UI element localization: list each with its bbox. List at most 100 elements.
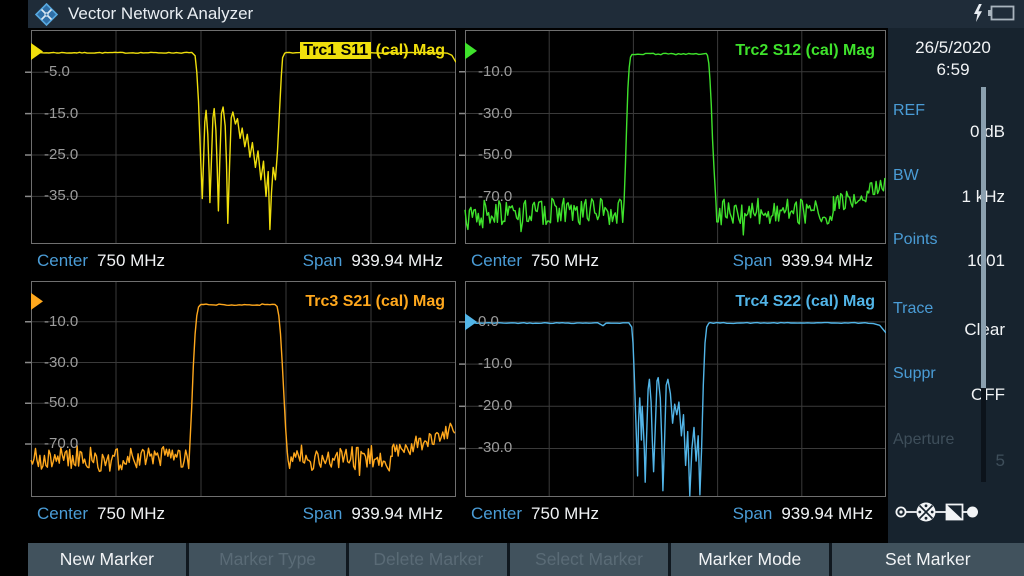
span-frequency-label: Span [732,504,773,523]
span-frequency[interactable]: Span 939.94 MHz [303,504,443,524]
y-axis-label: -50.0 [478,146,513,164]
freq-info-row-trc1-s11: Center 750 MHz Span 939.94 MHz [37,244,443,278]
trace-trc4-s22[interactable] [464,321,886,497]
field-label: Points [893,231,938,248]
y-axis-label: -10.0 [478,62,513,80]
center-frequency-label: Center [471,504,523,523]
softkey-bar: New Marker Marker Type Delete Marker Select… [28,543,1024,576]
field-label: REF [893,102,925,119]
y-axis-label: -10.0 [44,312,79,330]
plot-trc2-s12[interactable] [457,30,886,244]
rohde-schwarz-logo-icon [35,2,58,26]
trace-title-name[interactable]: Trc4 S22 [735,293,802,310]
field-value: OFF [971,385,1005,404]
span-frequency[interactable]: Span 939.94 MHz [303,251,443,271]
trace-start-marker-trc2-s12 [465,42,477,60]
sidebar-field-bw[interactable]: BW 1 kHz [893,167,1016,207]
y-axis-label: -30.0 [478,104,513,122]
plot-trc4-s22[interactable] [457,281,886,497]
trace-title-name[interactable]: Trc1 S11 [300,42,372,59]
charging-bolt-icon [972,3,984,28]
field-value: Clear [893,320,1016,340]
settings-sidebar: 26/5/2020 6:59 REF 0 dB BW 1 kHz Points 1001 T… [888,28,1024,543]
span-frequency-value: 939.94 MHz [781,504,873,523]
center-frequency-value: 750 MHz [97,504,166,523]
span-frequency-value: 939.94 MHz [351,504,443,523]
span-frequency-value: 939.94 MHz [351,251,443,270]
field-value: 0 dB [970,122,1005,141]
y-axis-label: -35.0 [44,187,79,205]
softkey-new-marker[interactable]: New Marker [28,543,186,576]
battery-icon [986,3,1016,28]
center-frequency[interactable]: Center 750 MHz [471,504,599,524]
span-frequency-label: Span [302,504,343,523]
trace-start-marker-trc4-s22 [465,313,477,331]
center-frequency[interactable]: Center 750 MHz [37,504,165,524]
y-axis-label: -5.0 [44,63,70,81]
center-frequency-value: 750 MHz [531,251,600,270]
sidebar-field-suppr[interactable]: Suppr OFF [893,365,1016,405]
date-display: 26/5/2020 [915,38,991,57]
span-frequency-label: Span [302,251,343,270]
span-frequency[interactable]: Span 939.94 MHz [733,251,873,271]
softkey-select-marker: Select Marker [510,543,668,576]
trace-trc1-s11[interactable] [30,51,456,231]
trace-title-format: (cal) Mag [371,293,445,310]
y-axis-label: -30.0 [44,353,79,371]
app-title: Vector Network Analyzer [68,4,254,23]
field-value: 5 [995,451,1005,470]
softkey-marker-type: Marker Type [188,543,347,576]
field-value: 1001 [967,251,1005,270]
field-value: 1 kHz [961,187,1005,206]
trace-start-marker-trc1-s11 [31,43,43,61]
trace-title-trc2-s12[interactable]: Trc2 S12 (cal) Mag [465,42,875,60]
trace-trc2-s12[interactable] [464,52,886,236]
signal-path-icon[interactable] [894,498,978,531]
span-frequency-value: 939.94 MHz [781,251,873,270]
y-axis-label: -25.0 [44,146,79,163]
center-frequency-label: Center [471,251,523,270]
softkey-delete-marker: Delete Marker [349,543,508,576]
trace-title-format: (cal) Mag [801,42,875,59]
trace-title-name[interactable]: Trc3 S21 [305,293,372,310]
center-frequency[interactable]: Center 750 MHz [471,251,599,271]
center-frequency[interactable]: Center 750 MHz [37,251,165,271]
field-label: Suppr [893,365,936,382]
trace-title-format: (cal) Mag [801,293,875,310]
trace-title-name[interactable]: Trc2 S12 [735,42,802,59]
sidebar-field-trace[interactable]: Trace Clear [893,300,1016,340]
y-axis-label: -50.0 [44,394,79,412]
center-frequency-label: Center [37,504,89,523]
y-axis-label: -20.0 [478,397,513,415]
softkey-set-marker[interactable]: Set Marker [831,543,1024,576]
y-axis-label: -70.0 [478,188,513,206]
plot-trc3-s21[interactable] [23,281,456,497]
field-label: Trace [893,300,934,317]
y-axis-label: -70.0 [44,435,79,453]
span-frequency[interactable]: Span 939.94 MHz [733,504,873,524]
trace-title-trc4-s22[interactable]: Trc4 S22 (cal) Mag [465,293,875,311]
span-frequency-label: Span [732,251,773,270]
trace-title-format: (cal) Mag [371,42,445,59]
plot-trc1-s11[interactable] [23,30,456,244]
softkey-marker-mode[interactable]: Marker Mode [670,543,829,576]
center-frequency-label: Center [37,251,89,270]
sidebar-scrollbar[interactable] [981,87,986,482]
y-axis-label: -15.0 [44,104,79,122]
title-bar: Vector Network Analyzer [28,0,1024,28]
scrollbar-thumb[interactable] [981,87,986,388]
field-label: Aperture [893,431,955,448]
trace-trc3-s21[interactable] [30,303,456,476]
field-label: BW [893,167,919,184]
freq-info-row-trc2-s12: Center 750 MHz Span 939.94 MHz [471,244,873,278]
sidebar-field-aperture[interactable]: Aperture 5 [893,431,1016,471]
trace-title-trc1-s11[interactable]: Trc1 S11 (cal) Mag [31,42,445,60]
freq-info-row-trc3-s21: Center 750 MHz Span 939.94 MHz [37,497,443,531]
trace-title-trc3-s21[interactable]: Trc3 S21 (cal) Mag [31,293,445,311]
freq-info-row-trc4-s22: Center 750 MHz Span 939.94 MHz [471,497,873,531]
y-axis-label: -10.0 [478,355,513,373]
sidebar-field-points[interactable]: Points 1001 [893,231,1016,271]
sidebar-field-ref[interactable]: REF 0 dB [893,102,1016,142]
center-frequency-value: 750 MHz [531,504,600,523]
